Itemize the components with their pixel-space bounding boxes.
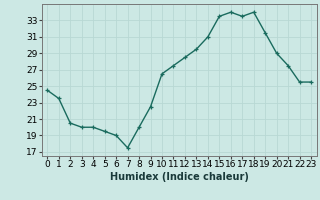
X-axis label: Humidex (Indice chaleur): Humidex (Indice chaleur): [110, 172, 249, 182]
